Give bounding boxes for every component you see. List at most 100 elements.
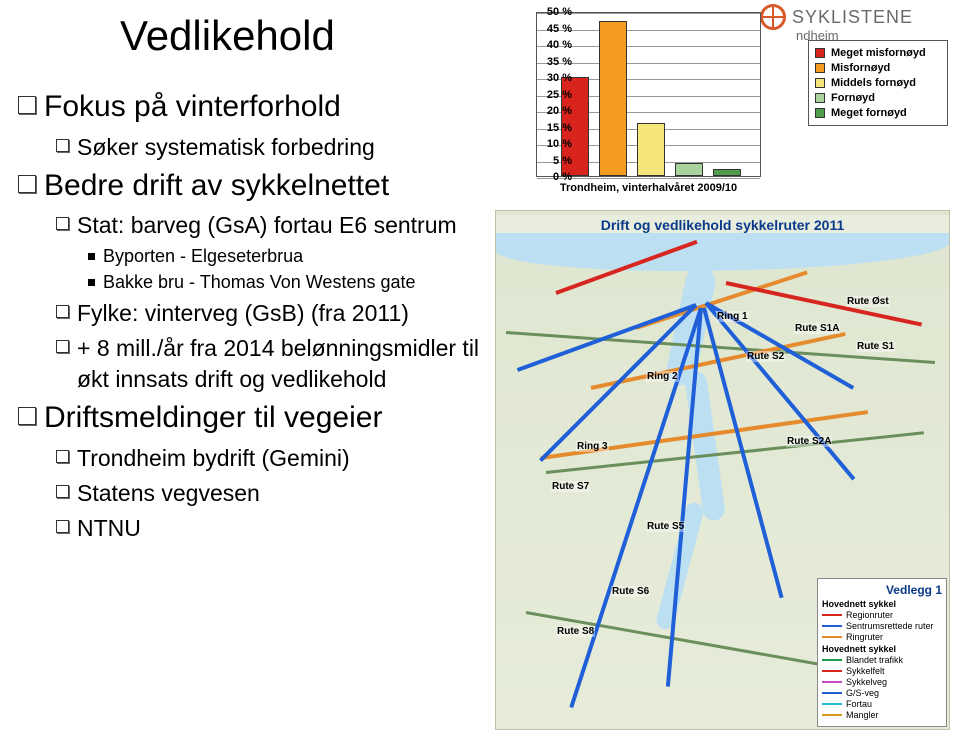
- map-route: [726, 281, 922, 326]
- legend-swatch: [815, 93, 825, 103]
- legend-swatch: [815, 48, 825, 58]
- legend-label: Fornøyd: [831, 92, 875, 104]
- chart-bar: [637, 123, 665, 176]
- satisfaction-chart: Trondheim, vinterhalvåret 2009/10 0 % 5 %…: [500, 12, 800, 197]
- map-legend-label: G/S-veg: [846, 688, 879, 698]
- map-legend-item: Fortau: [822, 699, 942, 709]
- bullet-lvl3: Bakke bru - Thomas Von Westens gate: [88, 271, 488, 294]
- map-legend-item: Mangler: [822, 710, 942, 720]
- map-legend-item: Regionruter: [822, 610, 942, 620]
- map-legend-label: Sykkelveg: [846, 677, 887, 687]
- map-legend-swatch: [822, 625, 842, 627]
- chart-ylabel: 0 %: [553, 171, 572, 183]
- map-legend-swatch: [822, 714, 842, 716]
- map-legend-label: Blandet trafikk: [846, 655, 903, 665]
- bullet-list: Fokus på vinterforhold Søker systematisk…: [18, 88, 488, 548]
- bullet-lvl1: Driftsmeldinger til vegeier: [18, 399, 488, 437]
- legend-label: Middels fornøyd: [831, 77, 916, 89]
- map-route-label: Ring 1: [716, 311, 749, 322]
- map-route-label: Rute S7: [551, 481, 590, 492]
- chart-xaxis-label: Trondheim, vinterhalvåret 2009/10: [536, 182, 761, 194]
- chart-bar: [713, 169, 741, 176]
- map-legend-item: G/S-veg: [822, 688, 942, 698]
- map-legend-item: Ringruter: [822, 632, 942, 642]
- bullet-lvl2: + 8 mill./år fra 2014 belønningsmidler t…: [56, 333, 488, 395]
- map-road: [546, 431, 924, 474]
- chart-bar: [675, 163, 703, 176]
- map-legend-item: Sykkelveg: [822, 677, 942, 687]
- chart-ylabel: 50 %: [547, 6, 572, 18]
- bullet-text: Byporten - Elgeseterbrua: [103, 245, 303, 268]
- bullet-lvl1: Bedre drift av sykkelnettet: [18, 167, 488, 205]
- map-water: [496, 233, 950, 271]
- legend-swatch: [815, 108, 825, 118]
- bullet-lvl2: NTNU: [56, 513, 488, 544]
- bullet-text: NTNU: [77, 513, 141, 544]
- chart-ylabel: 35 %: [547, 56, 572, 68]
- bullet-text: + 8 mill./år fra 2014 belønningsmidler t…: [77, 333, 488, 395]
- map-route-label: Rute S1A: [794, 323, 840, 334]
- map-legend-swatch: [822, 670, 842, 672]
- map-legend-label: Sentrumsrettede ruter: [846, 621, 934, 631]
- legend-swatch: [815, 63, 825, 73]
- chart-bar: [599, 21, 627, 176]
- map-legend-label: Sykkelfelt: [846, 666, 885, 676]
- bullet-lvl1: Fokus på vinterforhold: [18, 88, 488, 126]
- bullet-lvl2: Statens vegvesen: [56, 478, 488, 509]
- map-route-label: Ring 3: [576, 441, 609, 452]
- chart-ylabel: 40 %: [547, 39, 572, 51]
- chart-ylabel: 5 %: [553, 155, 572, 167]
- legend-label: Meget misfornøyd: [831, 47, 926, 59]
- bullet-text: Bedre drift av sykkelnettet: [44, 167, 389, 205]
- map-legend-label: Regionruter: [846, 610, 893, 620]
- bullet-text: Bakke bru - Thomas Von Westens gate: [103, 271, 416, 294]
- map-legend-label: Fortau: [846, 699, 872, 709]
- bullet-lvl3: Byporten - Elgeseterbrua: [88, 245, 488, 268]
- bullet-text: Fokus på vinterforhold: [44, 88, 341, 126]
- map-legend-swatch: [822, 614, 842, 616]
- bullet-lvl2: Fylke: vinterveg (GsB) (fra 2011): [56, 298, 488, 329]
- map-legend-swatch: [822, 681, 842, 683]
- chart-ylabel: 10 %: [547, 138, 572, 150]
- legend-item: Misfornøyd: [815, 62, 941, 74]
- chart-legend: Meget misfornøyd Misfornøyd Middels fornøy…: [808, 40, 948, 126]
- logo-text: SYKLISTENE: [792, 7, 913, 28]
- bullet-lvl2: Stat: barveg (GsA) fortau E6 sentrum: [56, 210, 488, 241]
- map-legend-swatch: [822, 636, 842, 638]
- map: Drift og vedlikehold sykkelruter 2011 Ru…: [495, 210, 950, 730]
- map-legend-label: Ringruter: [846, 632, 883, 642]
- bullet-text: Fylke: vinterveg (GsB) (fra 2011): [77, 298, 409, 329]
- map-route-label: Ring 2: [646, 371, 679, 382]
- chart-ylabel: 30 %: [547, 72, 572, 84]
- chart-ylabel: 45 %: [547, 23, 572, 35]
- map-route-label: Rute S2: [746, 351, 785, 362]
- legend-item: Meget misfornøyd: [815, 47, 941, 59]
- bullet-text: Statens vegvesen: [77, 478, 260, 509]
- map-route-label: Rute S6: [611, 586, 650, 597]
- map-legend-item: Blandet trafikk: [822, 655, 942, 665]
- bullet-text: Trondheim bydrift (Gemini): [77, 443, 350, 474]
- chart-ylabel: 25 %: [547, 89, 572, 101]
- bullet-text: Søker systematisk forbedring: [77, 132, 375, 163]
- map-legend-item: Sentrumsrettede ruter: [822, 621, 942, 631]
- map-legend: Vedlegg 1 Hovednett sykkel RegionruterSen…: [817, 578, 947, 727]
- map-route-label: Rute S5: [646, 521, 685, 532]
- map-route-label: Rute Øst: [846, 296, 890, 307]
- bullet-lvl2: Trondheim bydrift (Gemini): [56, 443, 488, 474]
- slide-title: Vedlikehold: [120, 12, 335, 60]
- map-legend-swatch: [822, 692, 842, 694]
- map-legend-item: Sykkelfelt: [822, 666, 942, 676]
- legend-swatch: [815, 78, 825, 88]
- map-legend-label: Mangler: [846, 710, 879, 720]
- map-route-label: Rute S2A: [786, 436, 832, 447]
- legend-item: Meget fornøyd: [815, 107, 941, 119]
- map-legend-header: Hovednett sykkel: [822, 644, 942, 654]
- map-title: Drift og vedlikehold sykkelruter 2011: [496, 215, 949, 235]
- legend-label: Meget fornøyd: [831, 107, 907, 119]
- bullet-text: Stat: barveg (GsA) fortau E6 sentrum: [77, 210, 457, 241]
- map-legend-title: Vedlegg 1: [822, 583, 942, 597]
- map-legend-swatch: [822, 659, 842, 661]
- chart-ylabel: 20 %: [547, 105, 572, 117]
- map-route-label: Rute S8: [556, 626, 595, 637]
- legend-item: Fornøyd: [815, 92, 941, 104]
